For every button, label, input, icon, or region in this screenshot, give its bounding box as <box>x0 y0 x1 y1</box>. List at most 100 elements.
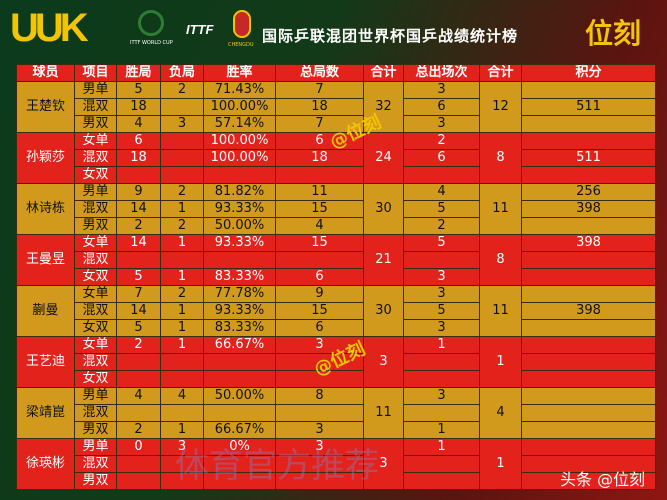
appearances: 6 <box>403 149 480 167</box>
games-played <box>275 472 364 490</box>
games-total: 30 <box>363 183 404 235</box>
table-row: 男双 2 2 50.00% 4 2 <box>17 217 656 235</box>
games-played: 6 <box>275 319 364 337</box>
appearances <box>403 472 480 490</box>
appearances <box>403 455 480 473</box>
win-rate: 57.14% <box>203 115 276 133</box>
column-header: 胜率 <box>203 64 276 82</box>
win-rate: 93.33% <box>203 302 276 320</box>
points <box>521 132 656 150</box>
table-row: 梁靖崑 男单 4 4 50.00% 8 11 3 4 <box>16 387 656 439</box>
games-played: 6 <box>275 132 364 150</box>
table-row: 女双 <box>17 370 656 388</box>
table-row: 女双 5 1 83.33% 6 3 <box>17 268 656 286</box>
win-rate: 83.33% <box>203 319 276 337</box>
games-lost: 2 <box>160 285 204 303</box>
logo: UUK <box>10 6 89 50</box>
games-lost: 1 <box>160 319 204 337</box>
title: 国际乒联混团世界杯国乒战绩统计榜 <box>262 27 519 45</box>
event: 男单 <box>74 81 117 99</box>
games-lost: 1 <box>160 302 204 320</box>
games-lost: 1 <box>160 268 204 286</box>
win-rate: 100.00% <box>203 98 276 116</box>
player-name: 蒯曼 <box>16 285 75 337</box>
win-rate: 100.00% <box>203 132 276 150</box>
event: 混双 <box>74 149 117 167</box>
table-row: 混双 18 100.00% 18 6 511 <box>17 149 656 167</box>
games-won <box>116 472 161 490</box>
games-played: 11 <box>275 183 364 201</box>
games-won: 2 <box>116 336 161 354</box>
games-won: 14 <box>116 234 161 252</box>
games-won: 14 <box>116 200 161 218</box>
points <box>521 353 656 371</box>
header-row: 球员 项目 胜局 负局 胜率 总局数 合计 总出场次 合计 积分 <box>16 64 656 82</box>
points <box>521 81 656 99</box>
games-won <box>116 455 161 473</box>
appearances: 3 <box>403 285 480 303</box>
event: 男双 <box>74 421 117 439</box>
player-name: 王楚钦 <box>16 81 75 133</box>
points: 256 <box>521 183 656 201</box>
win-rate: 71.43% <box>203 81 276 99</box>
points <box>521 387 656 405</box>
column-header: 项目 <box>74 64 117 82</box>
watermark: 体育官方推荐 <box>175 446 379 486</box>
games-lost <box>160 472 204 490</box>
games-played: 15 <box>275 302 364 320</box>
event: 男双 <box>74 472 117 490</box>
games-lost: 1 <box>160 421 204 439</box>
games-played: 8 <box>275 387 364 405</box>
column-header: 总局数 <box>275 64 364 82</box>
stats-table: 球员 项目 胜局 负局 胜率 总局数 合计 总出场次 合计 积分 王楚钦 男单 5 2 71.43% 7 32 3… <box>16 64 656 490</box>
appearances-total: 8 <box>479 132 522 184</box>
event: 男单 <box>74 183 117 201</box>
games-won <box>116 166 161 184</box>
games-lost <box>160 251 204 269</box>
win-rate <box>203 353 276 371</box>
games-won <box>116 251 161 269</box>
games-lost <box>160 149 204 167</box>
games-won: 5 <box>116 319 161 337</box>
win-rate: 81.82% <box>203 183 276 201</box>
games-lost <box>160 455 204 473</box>
table-row: 孙颖莎 女单 6 100.00% 6 24 2 8 <box>16 132 656 184</box>
appearances: 5 <box>403 302 480 320</box>
appearances <box>403 251 480 269</box>
appearances: 3 <box>403 387 480 405</box>
games-lost <box>160 370 204 388</box>
appearances-total: 8 <box>479 234 522 286</box>
appearances: 3 <box>403 115 480 133</box>
win-rate: 100.00% <box>203 149 276 167</box>
games-lost <box>160 353 204 371</box>
event: 女单 <box>74 234 117 252</box>
column-header: 合计 <box>363 64 404 82</box>
win-rate: 77.78% <box>203 285 276 303</box>
column-header: 总出场次 <box>403 64 480 82</box>
table-row: 王楚钦 男单 5 2 71.43% 7 32 3 12 <box>16 81 656 133</box>
games-lost <box>160 404 204 422</box>
table-row: 女双 5 1 83.33% 6 3 <box>17 319 656 337</box>
games-played: 15 <box>275 234 364 252</box>
points: 511 <box>521 149 656 167</box>
event: 女双 <box>74 370 117 388</box>
event: 混双 <box>74 200 117 218</box>
games-won: 14 <box>116 302 161 320</box>
win-rate <box>203 472 276 490</box>
appearances-total: 1 <box>479 336 522 388</box>
games-played: 4 <box>275 217 364 235</box>
games-played: 3 <box>275 438 364 456</box>
points: 398 <box>521 302 656 320</box>
table-row: 混双 <box>17 251 656 269</box>
ittf-logo: ITTF <box>186 22 214 37</box>
appearances <box>403 370 480 388</box>
points <box>521 472 656 490</box>
table-row: 混双 14 1 93.33% 15 5 398 <box>17 200 656 218</box>
appearances-total: 12 <box>479 81 522 133</box>
games-played <box>275 404 364 422</box>
games-won: 0 <box>116 438 161 456</box>
games-lost: 2 <box>160 217 204 235</box>
table-row: 混双 18 100.00% 18 6 511 <box>17 98 656 116</box>
header: UUK ITTF WORLD CUP ITTF CHENGDU 国际乒联混团世界… <box>0 0 667 60</box>
